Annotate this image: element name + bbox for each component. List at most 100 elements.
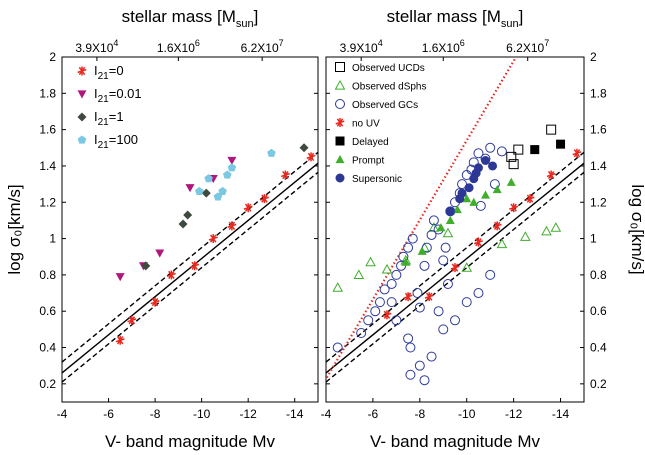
data-point xyxy=(356,328,367,338)
data-point xyxy=(353,269,365,279)
series-1 xyxy=(115,156,237,282)
data-point xyxy=(306,152,316,162)
series-5 xyxy=(401,177,516,266)
data-point xyxy=(485,269,496,280)
top-axis-label: stellar mass [Msun] xyxy=(122,7,259,30)
data-point xyxy=(419,260,430,271)
data-point xyxy=(185,184,195,193)
data-point xyxy=(407,233,418,244)
data-point xyxy=(386,278,397,289)
legend-marker xyxy=(77,135,87,144)
data-point xyxy=(391,269,402,280)
y-axis-label: log σ₀[km/s] xyxy=(628,184,645,274)
x-tick-label: -4 xyxy=(57,407,68,421)
data-point xyxy=(424,292,434,302)
legend-label: I21=0.01 xyxy=(94,86,142,105)
data-point xyxy=(414,360,425,371)
data-point xyxy=(469,197,479,206)
y-tick-label: 1.4 xyxy=(39,159,56,173)
legend-marker xyxy=(77,112,87,122)
series-3 xyxy=(382,148,582,320)
data-point xyxy=(396,260,407,271)
data-point xyxy=(509,203,519,213)
y-tick-label: 0.6 xyxy=(590,304,607,318)
series-0 xyxy=(506,124,557,170)
data-point xyxy=(403,242,414,253)
reference-line-dashed-upper xyxy=(62,151,318,363)
data-point xyxy=(442,227,454,238)
legend-label: Supersonic xyxy=(352,174,402,185)
data-point xyxy=(401,257,411,266)
data-point xyxy=(496,238,508,249)
legend-marker xyxy=(334,79,346,90)
data-point xyxy=(155,249,165,258)
data-point xyxy=(485,142,496,153)
data-point xyxy=(259,194,269,204)
data-point xyxy=(178,219,188,229)
data-area xyxy=(326,57,584,386)
data-point xyxy=(204,174,213,183)
y-tick-label: 2 xyxy=(590,50,597,64)
legend-marker xyxy=(335,155,345,164)
data-point xyxy=(190,261,200,271)
data-point xyxy=(436,223,446,232)
data-point xyxy=(492,185,502,194)
right-panel: 0.2 0.4 0.6 0.8 1 1.2 1.4 1.6 1.8 2 -4 -6 -8 -10 -12 -1… xyxy=(321,7,645,451)
data-point xyxy=(572,148,582,158)
data-point xyxy=(150,297,160,307)
left-panel: 0.2 0.4 0.6 0.8 1 1.2 1.4 1.6 1.8 2 -4 -6 -8 -10 -12 -1… xyxy=(5,7,319,451)
x-tick-label: -4 xyxy=(321,407,332,421)
data-point xyxy=(243,203,253,213)
data-point xyxy=(115,273,125,282)
data-point xyxy=(208,234,218,244)
fit-line-dotted xyxy=(326,57,517,382)
data-point xyxy=(183,210,193,220)
top-tick-label: 6.2X107 xyxy=(506,38,549,55)
data-point xyxy=(370,306,381,317)
data-point xyxy=(428,215,439,226)
plot-frame xyxy=(325,56,585,403)
legend-label: I21=1 xyxy=(94,109,124,128)
data-point xyxy=(299,143,309,153)
data-point xyxy=(513,144,524,155)
legend-label: I21=100 xyxy=(94,132,138,151)
data-point xyxy=(438,255,449,266)
data-point xyxy=(332,342,343,353)
y-tick-label: 1.4 xyxy=(590,159,607,173)
top-tick-label: 1.6X106 xyxy=(157,38,200,55)
y-tick-label: 1.2 xyxy=(590,195,607,209)
data-point xyxy=(403,333,414,344)
data-point xyxy=(452,205,462,214)
x-tick-label: -14 xyxy=(286,407,304,421)
x-tick-label: -8 xyxy=(150,407,161,421)
y-tick-label: 0.2 xyxy=(590,377,607,391)
legend-label: Observed GCs xyxy=(352,100,418,111)
x-tick-label: -14 xyxy=(552,407,570,421)
data-point xyxy=(227,156,237,165)
data-point xyxy=(442,278,453,289)
series-3 xyxy=(195,148,276,201)
plot-frame xyxy=(61,56,319,403)
data-point xyxy=(525,194,535,204)
legend-marker xyxy=(335,118,345,127)
data-point xyxy=(488,161,498,171)
data-point xyxy=(141,261,151,271)
data-point xyxy=(332,282,344,292)
data-point xyxy=(115,335,125,345)
data-point xyxy=(473,237,483,247)
data-point xyxy=(433,306,444,317)
data-point xyxy=(508,159,519,170)
top-axis-label: stellar mass [Msun] xyxy=(387,7,524,30)
x-axis-label: V- band magnitude Mv xyxy=(370,432,541,451)
y-tick-label: 0.4 xyxy=(590,341,607,355)
data-point xyxy=(546,170,556,180)
data-point xyxy=(363,315,374,326)
data-point xyxy=(475,200,486,211)
data-point xyxy=(480,156,490,165)
reference-line-dashed-lower xyxy=(62,171,318,383)
data-point xyxy=(127,315,137,325)
data-point xyxy=(550,222,562,232)
data-point xyxy=(412,288,423,299)
data-point xyxy=(496,146,507,157)
